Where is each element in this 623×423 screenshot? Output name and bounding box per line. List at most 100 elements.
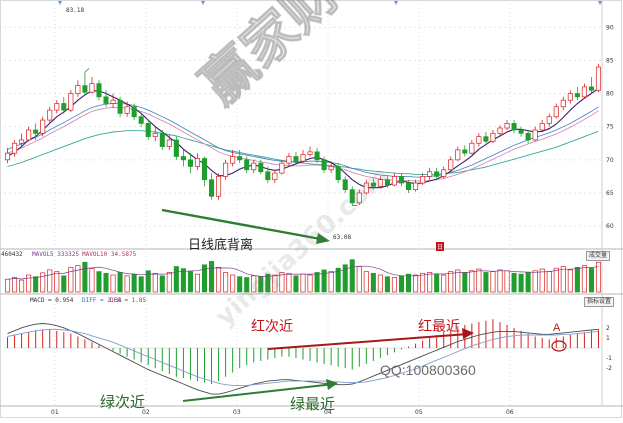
- candle-body: [265, 171, 271, 181]
- volume-bar: [96, 271, 102, 293]
- volume-bar: [349, 259, 355, 293]
- volume-button[interactable]: 成交量: [586, 251, 611, 261]
- high-price-label: 83.18: [66, 7, 85, 14]
- volume-bar: [490, 271, 496, 293]
- volume-bar: [413, 274, 419, 293]
- candle-body: [511, 123, 517, 131]
- candle-body: [490, 132, 496, 142]
- mavol5-line: [7, 265, 599, 280]
- macd-tick-label: -2: [606, 365, 612, 372]
- price-tick-label: 70: [606, 157, 614, 164]
- volume-bar: [595, 261, 602, 293]
- volume-bar: [391, 277, 397, 293]
- candle-body: [33, 129, 39, 134]
- volume-bar: [377, 274, 383, 293]
- point-a-circle: [551, 340, 567, 352]
- candle-body: [159, 132, 165, 147]
- volume-bar: [356, 266, 362, 293]
- candle-body: [335, 166, 341, 181]
- volume-bar: [560, 266, 566, 293]
- candle-body: [230, 156, 236, 164]
- qq-contact: QQ:100800360: [380, 362, 476, 378]
- volume-bar: [89, 268, 95, 293]
- candle-body: [321, 159, 327, 171]
- volume-bar: [180, 268, 186, 293]
- candle-body: [483, 136, 489, 142]
- candle-body: [595, 66, 602, 91]
- volume-bar: [159, 275, 165, 293]
- volume-bar: [321, 269, 327, 293]
- volume-bar: [525, 272, 531, 293]
- candle-body: [391, 176, 397, 186]
- day-marker: 日: [436, 242, 445, 251]
- bottom-divergence-label: 日线底背离: [188, 238, 254, 253]
- candle-body: [307, 151, 313, 155]
- volume-bar: [588, 267, 594, 293]
- volume-bar: [201, 264, 208, 293]
- candle-body: [286, 156, 292, 164]
- volume-bar: [314, 272, 320, 293]
- volume-bar: [462, 272, 468, 293]
- price-tick-label: 85: [606, 57, 614, 64]
- volume-bar: [483, 272, 489, 293]
- candle-body: [581, 86, 587, 98]
- candle-body: [61, 103, 67, 111]
- volume-bar: [194, 273, 201, 293]
- volume-bar: [434, 273, 440, 293]
- volume-bar: [286, 272, 292, 293]
- point-a-label: A: [553, 322, 561, 334]
- candle-body: [455, 149, 461, 161]
- candle-body: [441, 169, 447, 177]
- red-second-label: 红次近: [251, 319, 293, 335]
- candle-body: [96, 83, 102, 98]
- candle-body: [47, 109, 53, 121]
- candle-body: [363, 182, 369, 194]
- candle-body: [398, 176, 405, 184]
- volume-bar: [40, 272, 46, 293]
- volume-bar: [420, 272, 426, 293]
- volume-bar: [553, 267, 559, 293]
- volume-bar: [574, 267, 580, 293]
- price-tick-label: 90: [606, 24, 614, 31]
- candle-body: [546, 116, 552, 124]
- volume-bar: [237, 276, 243, 293]
- green-second-label: 绿次近: [100, 393, 146, 411]
- candle-body: [117, 99, 123, 114]
- top-marker-icon: [598, 1, 602, 5]
- candle-body: [293, 156, 299, 162]
- candle-body: [469, 142, 475, 154]
- volume-bar: [173, 266, 179, 293]
- dea-label: DEA = 1.85: [110, 297, 147, 304]
- volume-bar: [497, 269, 503, 293]
- indicator-settings-button[interactable]: 指标设置: [584, 297, 615, 307]
- volume-bar: [26, 274, 32, 293]
- volume-bar: [33, 276, 39, 293]
- volume-bar: [300, 273, 306, 293]
- candle-body: [300, 154, 306, 162]
- volume-bar: [279, 272, 285, 293]
- candle-body: [209, 179, 215, 197]
- volume-bar: [342, 264, 348, 293]
- green-arrowhead: [326, 379, 338, 390]
- volume-bar: [335, 267, 341, 293]
- candle-body: [349, 189, 355, 204]
- volume-bar: [398, 275, 405, 293]
- volume-label: 460432: [1, 251, 23, 258]
- candle-body: [19, 139, 25, 144]
- macd-tick-label: -1: [606, 355, 612, 362]
- mavol5-label: MAVOL5 333325: [32, 251, 79, 258]
- candle-body: [258, 162, 264, 173]
- volume-bar: [12, 277, 18, 293]
- volume-bar: [539, 268, 545, 293]
- candle-body: [89, 83, 95, 93]
- ma-slow-line: [7, 107, 599, 182]
- volume-bar: [265, 273, 271, 293]
- volume-bar: [138, 276, 144, 293]
- volume-bar: [223, 272, 229, 293]
- macd-tick-label: 1: [606, 335, 610, 342]
- divergence-arrowhead: [316, 233, 330, 244]
- candle-body: [272, 172, 278, 181]
- candle-body: [4, 152, 11, 161]
- volume-bar: [293, 275, 299, 293]
- candle-body: [342, 179, 348, 191]
